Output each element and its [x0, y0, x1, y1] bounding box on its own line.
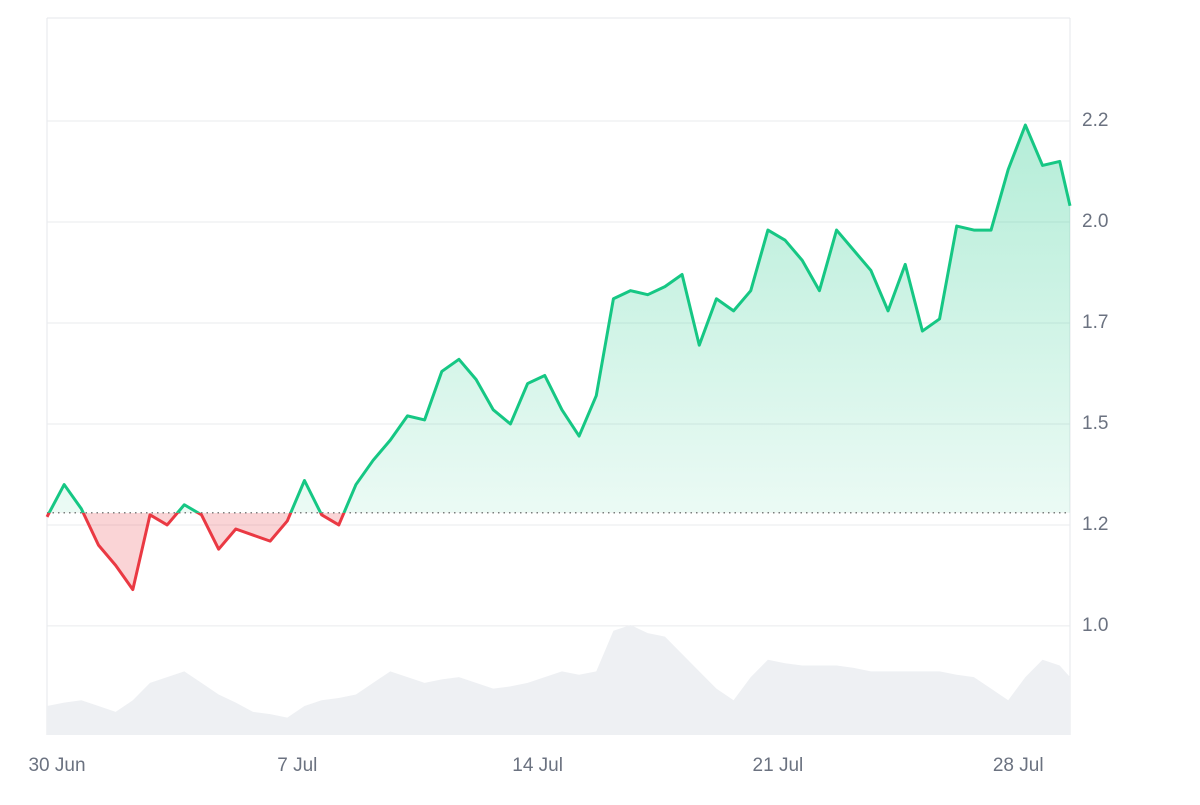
- y-tick-label: 1.5: [1082, 413, 1108, 434]
- y-tick-label: 1.7: [1082, 312, 1108, 333]
- y-tick-label: 2.2: [1082, 110, 1108, 131]
- price-line-down: [45, 512, 346, 592]
- x-tick-label: 28 Jul: [993, 755, 1044, 776]
- area-up: [49, 125, 1070, 513]
- y-tick-label: 1.0: [1082, 615, 1108, 636]
- x-tick-label: 21 Jul: [753, 755, 804, 776]
- x-tick-label: 30 Jun: [28, 755, 85, 776]
- y-tick-label: 1.2: [1082, 514, 1108, 535]
- y-tick-label: 2.0: [1082, 211, 1108, 232]
- volume-area: [47, 625, 1070, 735]
- x-tick-label: 7 Jul: [277, 755, 317, 776]
- x-tick-label: 14 Jul: [512, 755, 563, 776]
- price-line-up: [47, 123, 1072, 513]
